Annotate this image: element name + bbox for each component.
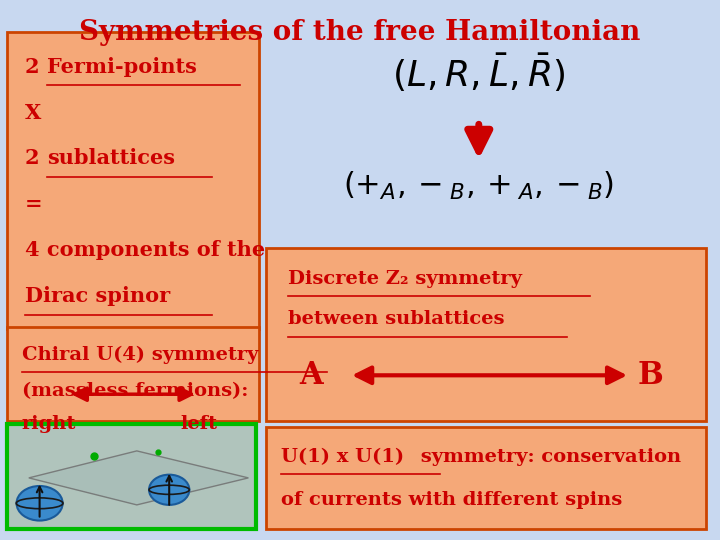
FancyBboxPatch shape [7,32,259,329]
Text: $(L, R, \bar{L}, \bar{R})$: $(L, R, \bar{L}, \bar{R})$ [392,52,565,94]
Text: $(+_{A}, -_{B}, +_{A}, -_{B})$: $(+_{A}, -_{B}, +_{A}, -_{B})$ [343,170,614,202]
Text: =: = [25,194,42,214]
FancyBboxPatch shape [266,248,706,421]
Text: Chiral U(4) symmetry: Chiral U(4) symmetry [22,346,258,364]
Text: Symmetries of the free Hamiltonian: Symmetries of the free Hamiltonian [79,19,641,46]
Circle shape [149,475,189,505]
Text: X: X [25,103,42,123]
FancyBboxPatch shape [7,327,259,421]
FancyBboxPatch shape [266,427,706,529]
Text: A: A [299,360,323,391]
Text: Fermi-points: Fermi-points [47,57,197,77]
Circle shape [17,486,63,521]
Text: left: left [180,415,217,433]
Text: between sublattices: between sublattices [288,310,505,328]
Text: of currents with different spins: of currents with different spins [281,491,622,509]
Text: right: right [22,415,76,433]
Text: 4 components of the: 4 components of the [25,240,266,260]
Text: U(1) x U(1): U(1) x U(1) [281,448,404,466]
Text: B: B [637,360,663,391]
FancyBboxPatch shape [7,424,256,529]
Text: 2: 2 [25,148,47,168]
Text: Dirac spinor: Dirac spinor [25,286,171,306]
Text: 2: 2 [25,57,47,77]
Text: symmetry: conservation: symmetry: conservation [414,448,681,466]
Polygon shape [29,451,248,505]
Text: Discrete Z₂ symmetry: Discrete Z₂ symmetry [288,270,522,288]
Text: (massless fermions):: (massless fermions): [22,382,248,400]
Text: sublattices: sublattices [47,148,175,168]
